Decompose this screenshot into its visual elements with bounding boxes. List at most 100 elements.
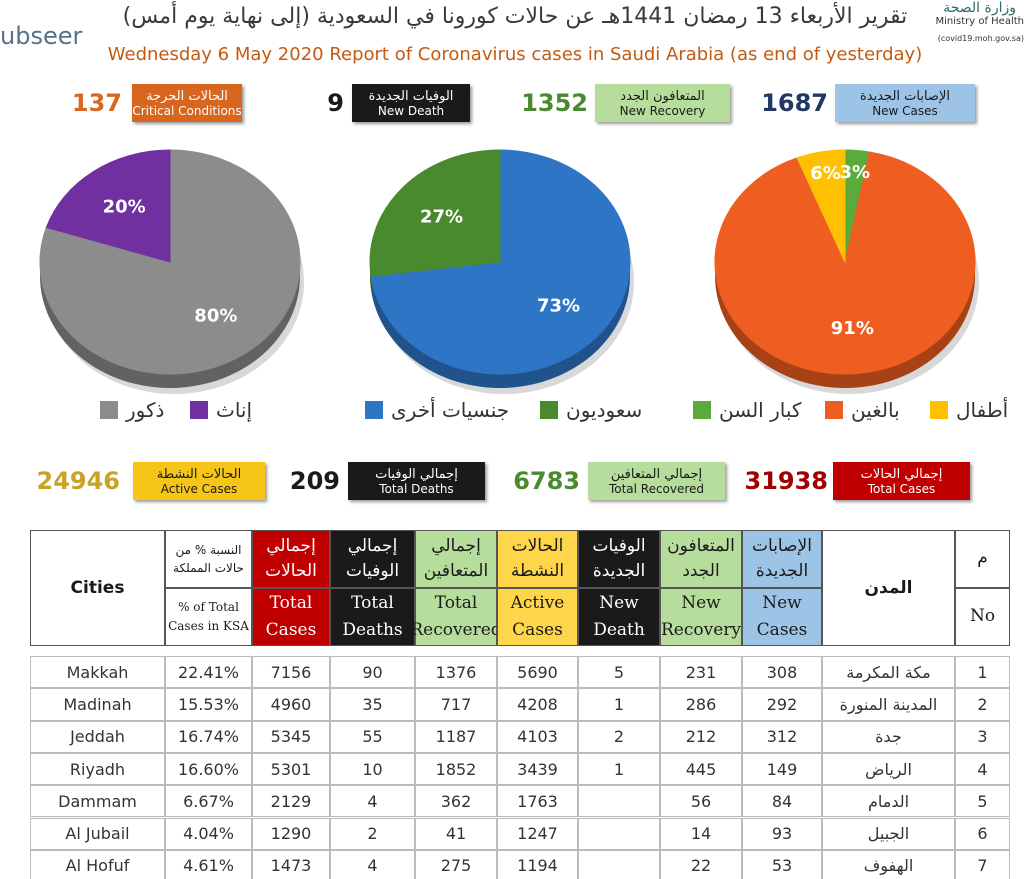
header-ar: الإصابات الجديدة (742, 530, 822, 588)
pie-label: 20% (103, 197, 146, 218)
table-cell: 5 (578, 656, 660, 689)
pie-label: 6% (810, 163, 841, 184)
header-ar: المدن (864, 578, 913, 598)
table-cell: 4103 (497, 720, 578, 753)
table-cell: 4 (330, 849, 415, 879)
legend-label: أطفال (956, 398, 1009, 422)
table-cell: 1763 (497, 785, 578, 818)
table-cell: 4.04% (165, 817, 252, 850)
table-cell: المدينة المنورة (822, 688, 955, 721)
legend-swatch (825, 401, 843, 419)
stat-label-ar: الوفيات الجديدة (368, 88, 454, 104)
stat-box: المتعافون الجدد New Recovery (595, 84, 730, 122)
stat-box: الإصابات الجديدة New Cases (835, 84, 975, 122)
header-ar: الحالات النشطة (497, 530, 578, 588)
table-cell: 3439 (497, 752, 578, 786)
legend-label: بالغين (851, 398, 900, 422)
table-cell: 717 (415, 688, 497, 721)
header-ar: الوفيات الجديدة (578, 530, 660, 588)
table-cell: 93 (742, 817, 822, 850)
header-en: % of Total Cases in KSA (165, 588, 252, 646)
logo-right-url: (covid19.moh.gov.sa) (937, 34, 1024, 43)
legend-label: كبار السن (719, 398, 802, 422)
legend-swatch (930, 401, 948, 419)
stat-label-en: Critical Conditions (132, 103, 242, 118)
header-en: Total Recovered (410, 588, 502, 646)
table-cell: 2 (955, 688, 1010, 721)
table-cell: 6.67% (165, 785, 252, 818)
table-cell: 312 (742, 720, 822, 753)
table-cell: 6 (955, 817, 1010, 850)
stat-box: إجمالي المتعافين Total Recovered (588, 462, 725, 500)
table-cell: 212 (660, 720, 742, 753)
table-cell: 1290 (252, 817, 330, 850)
pie-label: 73% (537, 295, 580, 316)
stat-label-ar: إجمالي المتعافين (610, 466, 703, 482)
stat-number: 1687 (761, 89, 828, 117)
table-cell: 7156 (252, 656, 330, 689)
header-en: New Cases (742, 588, 822, 646)
table-cell: 4960 (252, 688, 330, 721)
table-cell: 10 (330, 752, 415, 786)
legend-swatch (540, 401, 558, 419)
header-ar: إجمالي الوفيات (330, 530, 415, 588)
stat-label-en: Active Cases (160, 481, 238, 496)
stat-label-ar: الحالات الحرجة (146, 88, 228, 104)
header-ar: النسبة % من حالات المملكة (165, 530, 252, 588)
header-cell: Cities (30, 530, 165, 646)
header-en: Active Cases (497, 588, 578, 646)
table-cell: 90 (330, 656, 415, 689)
stat-box: الحالات الحرجة Critical Conditions (132, 84, 242, 122)
table-cell: 275 (415, 849, 497, 879)
table-cell: 1 (955, 656, 1010, 689)
table-cell: 84 (742, 785, 822, 818)
table-cell: 16.60% (165, 752, 252, 786)
legend-swatch (693, 401, 711, 419)
table-cell: الدمام (822, 785, 955, 818)
table-cell: 292 (742, 688, 822, 721)
table-cell: 22.41% (165, 656, 252, 689)
header-ar: إجمالي الحالات (252, 530, 330, 588)
pie-label: 80% (194, 305, 237, 326)
table-cell: 7 (955, 849, 1010, 879)
table-cell: 308 (742, 656, 822, 689)
table-cell: 231 (660, 656, 742, 689)
stat-number: 6783 (513, 467, 580, 495)
table-cell: 1247 (497, 817, 578, 850)
table-cell: الهفوف (822, 849, 955, 879)
pie-label: 3% (840, 162, 871, 183)
table-cell: Makkah (30, 656, 165, 689)
pie-label: 27% (420, 207, 463, 228)
table-cell: Al Hofuf (30, 849, 165, 879)
stat-box: إجمالي الوفيات Total Deaths (348, 462, 485, 500)
table-cell: 1 (578, 688, 660, 721)
table-cell: 3 (955, 720, 1010, 753)
stat-number: 137 (71, 89, 122, 117)
table-cell: 5 (955, 785, 1010, 818)
table-cell: الجبيل (822, 817, 955, 850)
table-cell: Al Jubail (30, 817, 165, 850)
table-cell: 2 (330, 817, 415, 850)
table-cell: 41 (415, 817, 497, 850)
legend-label: سعوديون (566, 398, 643, 422)
table-cell: Jeddah (30, 720, 165, 753)
stat-label-ar: الإصابات الجديدة (859, 88, 951, 104)
table-cell: 362 (415, 785, 497, 818)
table-cell: الرياض (822, 752, 955, 786)
table-cell: 5345 (252, 720, 330, 753)
table-cell: 1 (578, 752, 660, 786)
header-en: New Death (578, 588, 660, 646)
stat-number: 24946 (36, 467, 121, 495)
table-cell (578, 817, 660, 850)
stat-label-en: Total Recovered (608, 481, 705, 496)
legend-swatch (100, 401, 118, 419)
table-cell: Riyadh (30, 752, 165, 786)
table-cell: 5690 (497, 656, 578, 689)
stat-number: 31938 (744, 467, 829, 495)
stat-label-en: New Death (377, 103, 445, 118)
table-cell: 1852 (415, 752, 497, 786)
stat-number: 209 (289, 467, 340, 495)
table-cell: 5301 (252, 752, 330, 786)
